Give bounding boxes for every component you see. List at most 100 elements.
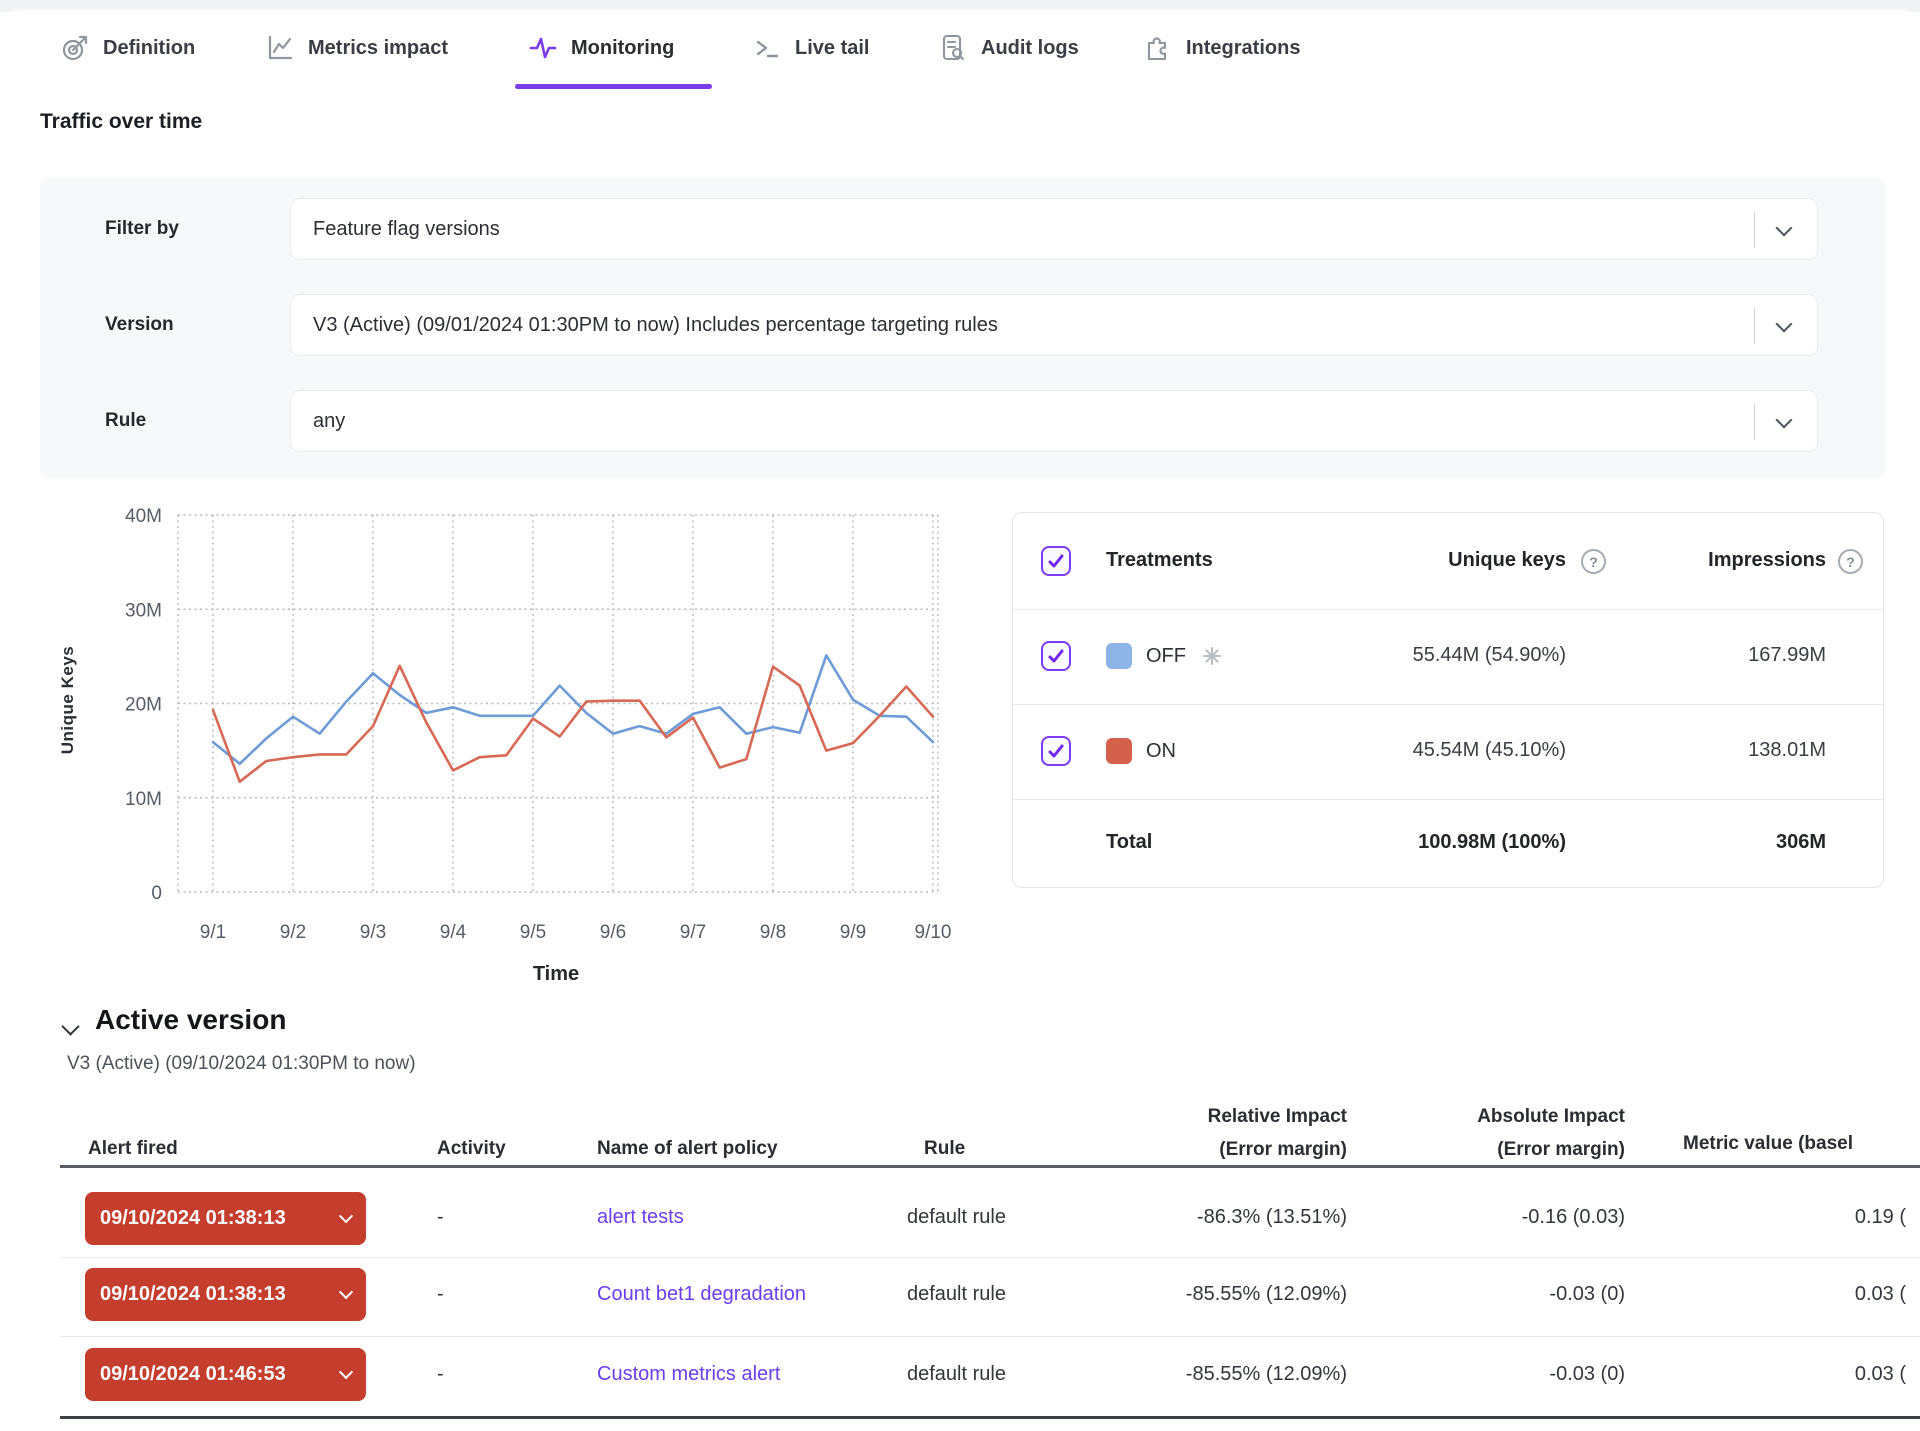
tab-definition[interactable]: Definition (60, 26, 195, 70)
total-impressions: 306M (1776, 831, 1826, 854)
divider (1754, 404, 1755, 440)
svg-text:20M: 20M (125, 695, 162, 716)
rule-cell: default rule (907, 1363, 1006, 1386)
divider (1013, 609, 1883, 610)
alert-policy-link[interactable]: Custom metrics alert (597, 1363, 780, 1386)
filter-row: Version V3 (Active) (09/01/2024 01:30PM … (40, 294, 1886, 356)
version-dropdown[interactable]: V3 (Active) (09/01/2024 01:30PM to now) … (290, 294, 1818, 356)
treatment-off-row: OFF (1106, 643, 1224, 669)
check-icon (1046, 741, 1066, 761)
chevron-down-icon (1776, 220, 1793, 237)
puzzle-icon (1143, 33, 1173, 63)
off-impressions: 167.99M (1748, 644, 1826, 667)
svg-text:9/4: 9/4 (440, 922, 467, 943)
total-label: Total (1106, 831, 1152, 854)
filter-row: Filter by Feature flag versions (40, 198, 1886, 260)
absolute-impact-cell: -0.16 (0.03) (1522, 1206, 1625, 1229)
treatment-off-checkbox[interactable] (1041, 641, 1071, 671)
rule-cell: default rule (907, 1283, 1006, 1306)
divider (60, 1257, 1920, 1258)
tab-label: Metrics impact (308, 37, 448, 60)
tab-label: Definition (103, 37, 195, 60)
svg-text:9/1: 9/1 (200, 922, 226, 943)
svg-text:9/2: 9/2 (280, 922, 306, 943)
off-series-swatch (1106, 643, 1132, 669)
filter-by-value: Feature flag versions (313, 199, 500, 259)
rule-dropdown[interactable]: any (290, 390, 1818, 452)
chevron-down-icon (1776, 412, 1793, 429)
impressions-help-icon[interactable]: ? (1838, 549, 1863, 574)
unique-keys-help-icon[interactable]: ? (1581, 549, 1606, 574)
chevron-down-icon (339, 1209, 353, 1223)
treatments-header: Treatments (1106, 549, 1213, 572)
col-header-relative-impact: Relative Impact (Error margin) (1208, 1100, 1347, 1166)
tab-live-tail[interactable]: Live tail (752, 26, 869, 70)
alert-fired-badge[interactable]: 09/10/2024 01:46:53 (85, 1348, 366, 1401)
alert-policy-link[interactable]: alert tests (597, 1206, 684, 1229)
relative-impact-cell: -85.55% (12.09%) (1186, 1363, 1347, 1386)
active-tab-underline (515, 84, 712, 89)
filter-by-dropdown[interactable]: Feature flag versions (290, 198, 1818, 260)
svg-text:9/10: 9/10 (915, 922, 952, 943)
treatments-panel: Treatments Unique keys ? Impressions ? O… (1012, 512, 1884, 888)
active-version-subtitle: V3 (Active) (09/10/2024 01:30PM to now) (67, 1053, 416, 1075)
divider (1013, 799, 1883, 800)
tab-monitoring[interactable]: Monitoring (528, 26, 674, 70)
tab-label: Monitoring (571, 37, 674, 60)
version-value: V3 (Active) (09/01/2024 01:30PM to now) … (313, 295, 998, 355)
divider (60, 1336, 1920, 1337)
on-impressions: 138.01M (1748, 739, 1826, 762)
alerts-table: Alert fired Activity Name of alert polic… (60, 1095, 1920, 1431)
activity-cell: - (437, 1363, 444, 1386)
svg-text:30M: 30M (125, 600, 162, 621)
col-header-absolute-impact: Absolute Impact (Error margin) (1477, 1100, 1625, 1166)
absolute-impact-cell: -0.03 (0) (1549, 1363, 1625, 1386)
svg-text:9/3: 9/3 (360, 922, 386, 943)
chevron-down-icon (339, 1285, 353, 1299)
filter-panel: Filter by Feature flag versions Version … (40, 178, 1886, 478)
svg-text:10M: 10M (125, 789, 162, 810)
check-icon (1046, 551, 1066, 571)
tab-audit-logs[interactable]: Audit logs (938, 26, 1079, 70)
active-version-title: Active version (95, 1004, 286, 1036)
alert-fired-badge[interactable]: 09/10/2024 01:38:13 (85, 1192, 366, 1245)
impressions-header: Impressions (1708, 549, 1826, 572)
col-header-metric-value: Metric value (basel (1683, 1133, 1853, 1155)
on-unique-keys: 45.54M (45.10%) (1413, 739, 1566, 762)
relative-impact-cell: -85.55% (12.09%) (1186, 1283, 1347, 1306)
activity-cell: - (437, 1206, 444, 1229)
divider (1754, 212, 1755, 248)
treatment-on-checkbox[interactable] (1041, 736, 1071, 766)
tab-label: Audit logs (981, 37, 1079, 60)
version-label: Version (105, 314, 174, 336)
on-series-swatch (1106, 738, 1132, 764)
col-header-rule: Rule (924, 1138, 965, 1160)
rule-cell: default rule (907, 1206, 1006, 1229)
col-header-activity: Activity (437, 1138, 506, 1160)
relative-impact-cell: -86.3% (13.51%) (1197, 1206, 1347, 1229)
svg-text:0: 0 (151, 883, 162, 904)
tab-label: Live tail (795, 37, 869, 60)
audit-document-icon (938, 33, 968, 63)
tab-integrations[interactable]: Integrations (1143, 26, 1300, 70)
alert-policy-link[interactable]: Count bet1 degradation (597, 1283, 806, 1306)
traffic-chart: 010M20M30M40M9/19/29/39/49/59/69/79/89/9… (0, 495, 1000, 1005)
tab-metrics-impact[interactable]: Metrics impact (265, 26, 448, 70)
chevron-down-icon (1776, 316, 1793, 333)
metrics-chart-icon (265, 33, 295, 63)
svg-text:9/6: 9/6 (600, 922, 626, 943)
rule-label: Rule (105, 410, 146, 432)
default-treatment-asterisk-icon (1200, 644, 1224, 668)
divider (60, 1416, 1920, 1419)
col-header-alert-fired: Alert fired (88, 1138, 178, 1160)
unique-keys-header: Unique keys (1448, 549, 1566, 572)
alert-fired-badge[interactable]: 09/10/2024 01:38:13 (85, 1268, 366, 1321)
tab-label: Integrations (1186, 37, 1300, 60)
definition-target-icon (60, 33, 90, 63)
divider (60, 1165, 1920, 1168)
col-header-policy: Name of alert policy (597, 1138, 778, 1160)
monitoring-page: Definition Metrics impact Monitoring Liv… (0, 0, 1920, 1431)
metric-value-cell: 0.19 ( (1855, 1206, 1906, 1229)
treatments-select-all-checkbox[interactable] (1041, 546, 1071, 576)
terminal-icon (752, 33, 782, 63)
